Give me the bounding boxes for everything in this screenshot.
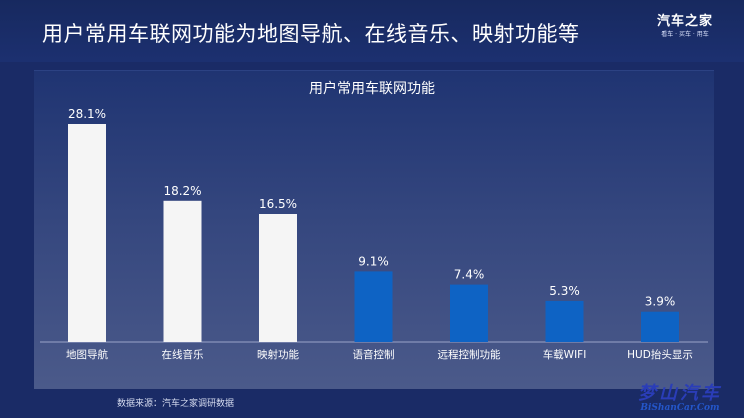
- category-label-1: 在线音乐: [162, 348, 204, 361]
- bar-value-label-1: 18.2%: [163, 184, 201, 198]
- bar-4: [450, 284, 488, 342]
- watermark-url: BiShanCar.Com: [640, 403, 720, 413]
- watermark-main-text: 梦山汽车: [638, 383, 722, 404]
- watermark-logo: 梦山汽车 BiShanCar.Com: [620, 385, 740, 414]
- bar-6: [641, 311, 679, 342]
- bar-1: [163, 200, 202, 342]
- source-note: 数据来源：汽车之家调研数据: [117, 399, 235, 409]
- category-label-2: 映射功能: [257, 348, 299, 361]
- category-label-6: HUD抬头显示: [627, 348, 693, 361]
- bar-value-label-6: 3.9%: [645, 295, 676, 309]
- category-label-5: 车载WIFI: [543, 348, 587, 361]
- category-label-0: 地图导航: [66, 348, 108, 361]
- category-label-3: 语音控制: [353, 348, 395, 361]
- logo-main-text: 汽车之家: [656, 14, 713, 29]
- bar-value-label-0: 28.1%: [68, 107, 106, 121]
- bar-value-label-5: 5.3%: [549, 284, 580, 298]
- autohome-logo: 汽车之家 看车 · 买车 · 用车: [654, 14, 716, 39]
- header: 用户常用车联网功能为地图导航、在线音乐、映射功能等 汽车之家 看车 · 买车 ·…: [0, 0, 744, 62]
- page-title: 用户常用车联网功能为地图导航、在线音乐、映射功能等: [42, 22, 580, 46]
- bar-value-label-4: 7.4%: [454, 268, 485, 282]
- bar-value-label-3: 9.1%: [358, 254, 389, 268]
- bar-0: [68, 124, 106, 342]
- category-label-4: 远程控制功能: [438, 348, 501, 361]
- bars-layer: 28.1% 地图导航 18.2% 在线音乐 16.5% 映射功能 9.1% 语音控制 7.4% 远…: [66, 107, 693, 361]
- bar-value-label-2: 16.5%: [259, 197, 297, 211]
- bar-5: [545, 300, 584, 342]
- bar-2: [259, 214, 297, 342]
- bar-3: [354, 271, 393, 342]
- chart-title: 用户常用车联网功能: [309, 80, 435, 97]
- logo-tagline: 看车 · 买车 · 用车: [661, 31, 709, 38]
